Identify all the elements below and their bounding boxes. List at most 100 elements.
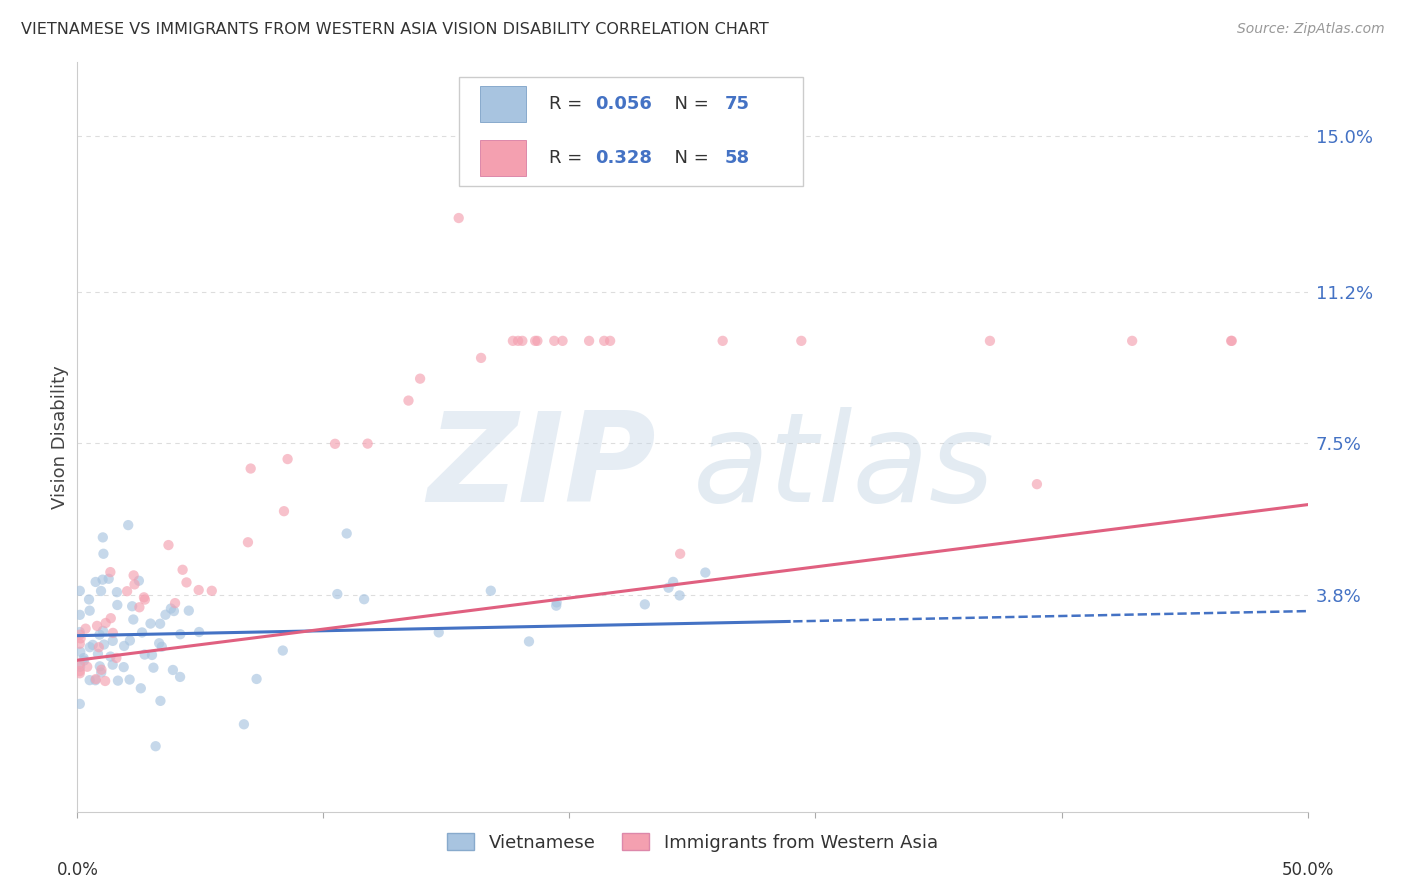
Point: [578, 334, 600, 348]
Point: [271, 643, 294, 657]
Point: [188, 625, 211, 640]
Point: [69, 607, 91, 622]
Point: [117, 518, 139, 533]
Point: [524, 334, 547, 348]
Point: [141, 648, 163, 662]
Point: [93, 638, 115, 652]
Point: [711, 334, 734, 348]
Point: [122, 613, 145, 627]
Point: [470, 351, 492, 365]
Point: [526, 334, 548, 348]
Point: [599, 334, 621, 348]
Point: [1121, 334, 1143, 348]
Point: [82, 638, 104, 652]
Point: [232, 717, 254, 731]
Point: [132, 591, 155, 605]
Point: [131, 625, 153, 640]
Point: [105, 585, 128, 599]
Point: [323, 437, 346, 451]
Point: [669, 547, 692, 561]
Point: [695, 566, 717, 580]
Text: 58: 58: [724, 149, 749, 168]
Point: [129, 681, 152, 696]
Text: atlas: atlas: [693, 407, 994, 527]
Point: [398, 393, 420, 408]
Point: [89, 628, 111, 642]
Point: [69, 632, 91, 646]
FancyBboxPatch shape: [458, 78, 803, 186]
Point: [551, 334, 574, 348]
Point: [668, 589, 690, 603]
Point: [107, 673, 129, 688]
Point: [176, 575, 198, 590]
Point: [115, 584, 138, 599]
Point: [128, 600, 150, 615]
Point: [73, 654, 96, 668]
Point: [69, 659, 91, 673]
Point: [543, 334, 565, 348]
Point: [112, 660, 135, 674]
Point: [169, 670, 191, 684]
Point: [79, 673, 101, 687]
Point: [273, 504, 295, 518]
Point: [89, 659, 111, 673]
Point: [447, 211, 470, 225]
Point: [69, 697, 91, 711]
Point: [84, 673, 107, 688]
Point: [86, 619, 108, 633]
Point: [75, 622, 97, 636]
Point: [101, 626, 124, 640]
Point: [163, 604, 186, 618]
Point: [149, 694, 172, 708]
Point: [105, 598, 128, 612]
Point: [1220, 334, 1243, 348]
Text: N =: N =: [664, 149, 714, 168]
Point: [409, 372, 432, 386]
Point: [662, 574, 685, 589]
Point: [201, 583, 224, 598]
Point: [100, 611, 122, 625]
Point: [79, 640, 101, 655]
Point: [90, 584, 112, 599]
Text: 0.328: 0.328: [595, 149, 652, 168]
Y-axis label: Vision Disability: Vision Disability: [51, 365, 69, 509]
Point: [187, 582, 209, 597]
Point: [790, 334, 813, 348]
Point: [657, 581, 679, 595]
Point: [69, 625, 91, 640]
Point: [239, 461, 262, 475]
Point: [139, 616, 162, 631]
Point: [177, 604, 200, 618]
Point: [94, 673, 117, 688]
Point: [150, 640, 173, 654]
Text: 0.0%: 0.0%: [56, 861, 98, 879]
Point: [73, 651, 96, 665]
Point: [326, 587, 349, 601]
Point: [87, 647, 110, 661]
Point: [90, 663, 112, 677]
Point: [149, 616, 172, 631]
Point: [69, 645, 91, 659]
Text: R =: R =: [548, 149, 588, 168]
Point: [101, 633, 124, 648]
Point: [118, 633, 141, 648]
Point: [142, 661, 165, 675]
Point: [506, 334, 529, 348]
Legend: Vietnamese, Immigrants from Western Asia: Vietnamese, Immigrants from Western Asia: [440, 826, 945, 859]
Point: [122, 568, 145, 582]
Point: [979, 334, 1001, 348]
Point: [1220, 334, 1243, 348]
Point: [245, 672, 267, 686]
Text: 75: 75: [724, 95, 749, 113]
Point: [160, 601, 183, 615]
Point: [356, 436, 378, 450]
Point: [479, 583, 502, 598]
Point: [546, 595, 568, 609]
Point: [121, 599, 143, 614]
Point: [91, 530, 114, 544]
Point: [69, 666, 91, 681]
Point: [69, 583, 91, 598]
Point: [236, 535, 259, 549]
Point: [134, 592, 156, 607]
Point: [128, 574, 150, 588]
